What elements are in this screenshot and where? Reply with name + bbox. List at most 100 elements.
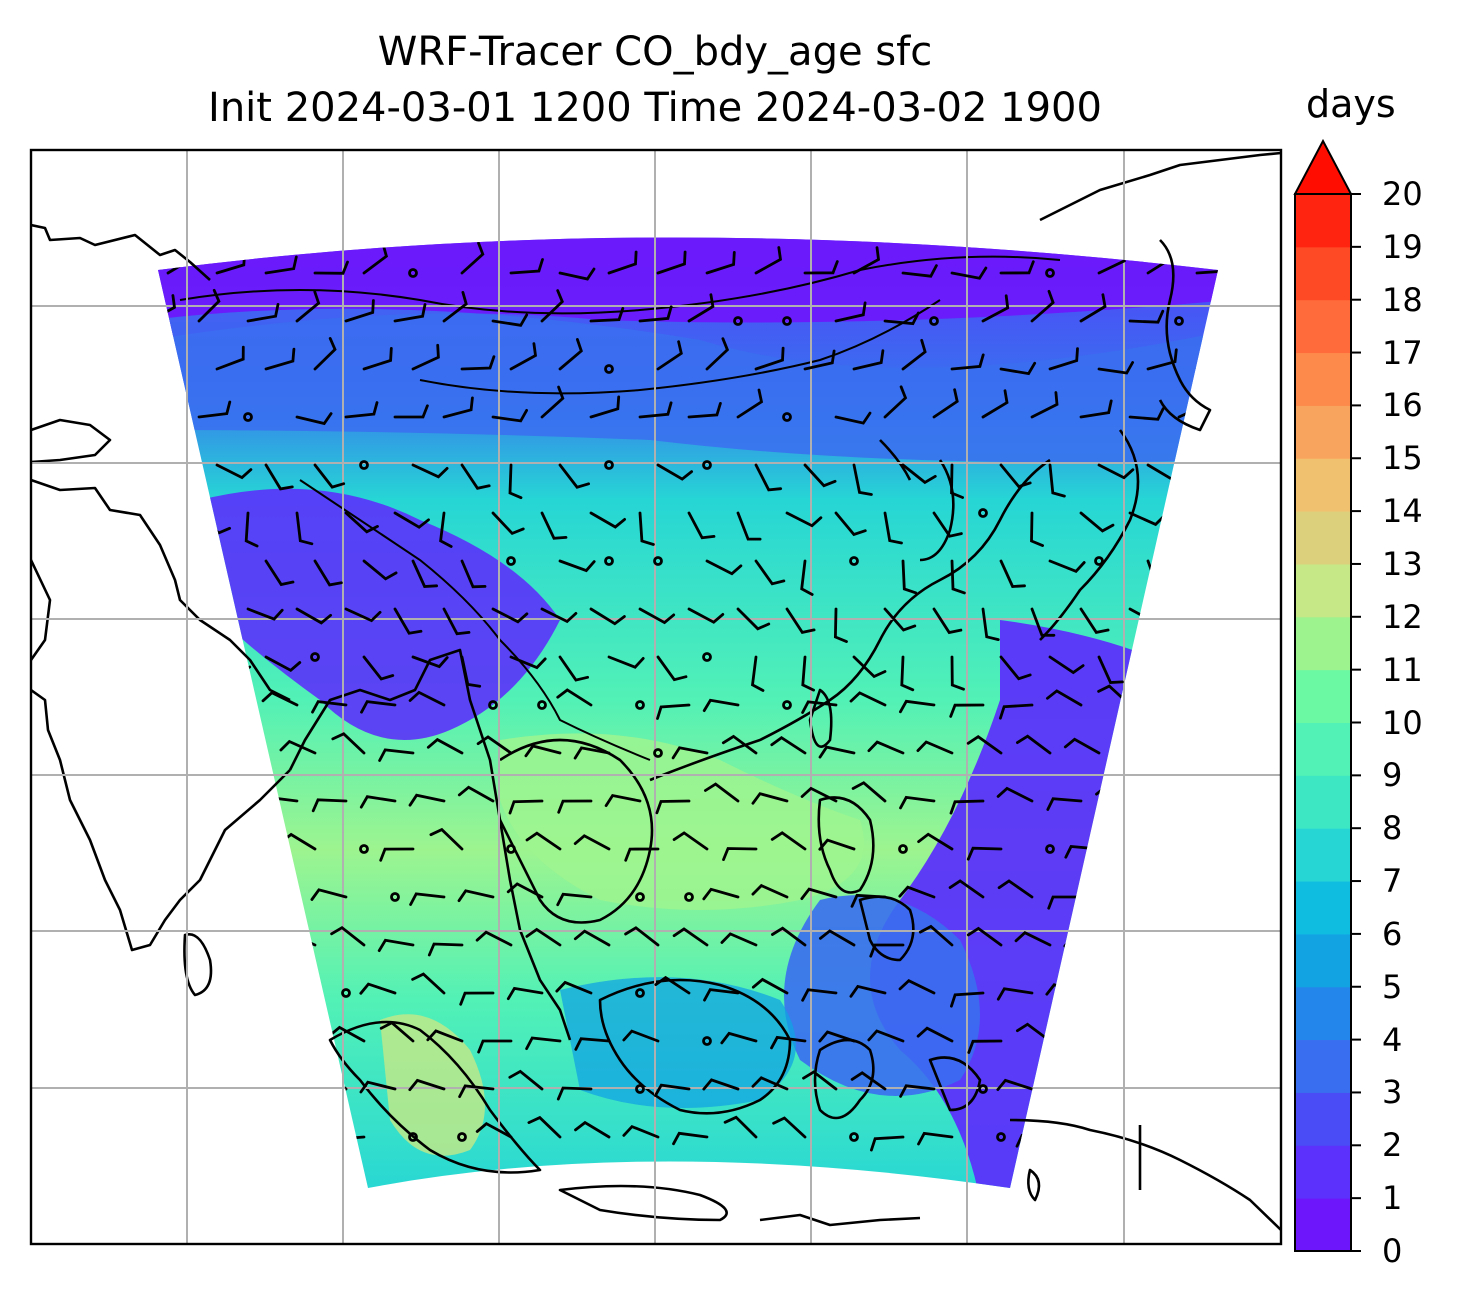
colorbar-band [1295, 669, 1351, 723]
wind-barb [849, 691, 887, 707]
wind-barb [721, 734, 758, 755]
wind-barb [460, 559, 487, 589]
wind-barb [750, 655, 765, 692]
wind-barb [851, 781, 887, 803]
wind-barb [555, 980, 593, 995]
wind-barb [558, 267, 596, 281]
colorbar-tick-label: 18 [1382, 280, 1423, 319]
wind-barb [295, 607, 332, 625]
wind-barb-calm [978, 508, 988, 518]
colorbar-band [1295, 775, 1351, 829]
coast-sulawesi [813, 1038, 875, 1120]
wind-barb [525, 927, 562, 947]
wind-barb [899, 1084, 936, 1098]
colorbar-tick-label: 19 [1382, 227, 1423, 266]
wind-barb [246, 607, 284, 621]
wind-barb [589, 511, 626, 529]
colorbar-tick-label: 13 [1382, 544, 1423, 583]
wind-barb [295, 290, 321, 323]
wind-barb [1046, 689, 1083, 707]
wind-barb [264, 255, 298, 275]
wind-barb [703, 988, 740, 1002]
wind-barb [702, 1078, 740, 1091]
wind-barb [771, 926, 807, 947]
wind-barb [800, 887, 838, 900]
wind-barb [950, 463, 964, 499]
wind-barb [279, 739, 317, 755]
wind-barb [1048, 463, 1066, 498]
wind-barb [556, 892, 593, 907]
wind-barb [950, 655, 965, 691]
colorbar-band [1295, 1039, 1351, 1093]
wind-barb [379, 847, 415, 862]
wind-barb [702, 887, 740, 901]
wind-barb-calm [653, 748, 663, 758]
wind-barb [573, 929, 611, 947]
wind-barb [917, 832, 954, 851]
wind-barb [997, 879, 1034, 899]
wind-barb [362, 347, 393, 371]
wind-barb-calm [341, 988, 351, 998]
coast-korea [919, 459, 955, 562]
wind-barb [901, 264, 938, 278]
wind-barb [508, 1069, 544, 1091]
wind-barb [996, 1078, 1034, 1091]
wind-barb [1048, 347, 1079, 371]
wind-barb [818, 745, 856, 759]
coast-lesser-sunda [759, 1213, 921, 1227]
coast-okhotsk [1039, 151, 1281, 222]
colorbar-band [1295, 828, 1351, 882]
coast-japan [1039, 429, 1140, 641]
wind-barb [918, 924, 954, 947]
field-bay-of-bengal-low [200, 488, 560, 740]
wind-barb [313, 463, 346, 489]
wind-barb-calm [1094, 556, 1104, 566]
wind-barb [427, 942, 464, 957]
wind-barb-calm [702, 1036, 712, 1046]
border-china-sea [499, 639, 651, 761]
wind-barb-calm [408, 1132, 418, 1142]
wind-barb [932, 388, 959, 419]
wind-barb [1016, 734, 1052, 755]
wind-barb [1146, 348, 1178, 371]
wind-barb [751, 977, 789, 995]
colorbar-tick-label: 6 [1382, 914, 1403, 953]
coast-new-guinea [1009, 1118, 1281, 1231]
map-frame [29, 148, 1283, 1246]
wind-barb [359, 795, 397, 809]
colorbar-tick-label: 20 [1382, 175, 1423, 213]
coast-central-asia [31, 223, 211, 281]
wind-barb [328, 1025, 366, 1043]
colorbar-tick-label: 0 [1382, 1232, 1403, 1270]
wind-barb [264, 559, 295, 587]
wind-barb [772, 1116, 807, 1139]
wind-barb [295, 511, 314, 546]
wind-barb [624, 926, 660, 947]
wind-barb [264, 347, 296, 371]
wind-barb [313, 260, 349, 275]
wind-barb-calm [635, 700, 645, 710]
wind-barb [457, 889, 495, 903]
wind-barb [411, 655, 449, 669]
wind-barb-calm [978, 1084, 988, 1094]
wind-barb [509, 655, 547, 670]
wind-barb [558, 463, 590, 489]
colorbar-tick-label: 9 [1382, 756, 1403, 795]
wind-barb [1097, 463, 1135, 480]
wind-barb [801, 655, 815, 692]
wind-barb-calm [635, 988, 645, 998]
wind-barb [981, 294, 1010, 323]
wind-barb [950, 991, 985, 1008]
wind-barb-calm [537, 700, 547, 710]
wind-barb [883, 607, 917, 632]
wind-barb [720, 1031, 758, 1045]
wind-barb [558, 338, 583, 371]
wind-barb [379, 1021, 415, 1043]
wind-barb [638, 305, 673, 323]
wind-barb [849, 984, 887, 998]
wind-barb [442, 291, 468, 323]
wind-barb [1030, 289, 1055, 323]
colorbar-band [1295, 299, 1351, 354]
wind-barb [656, 463, 693, 481]
wind-barb [702, 698, 740, 712]
